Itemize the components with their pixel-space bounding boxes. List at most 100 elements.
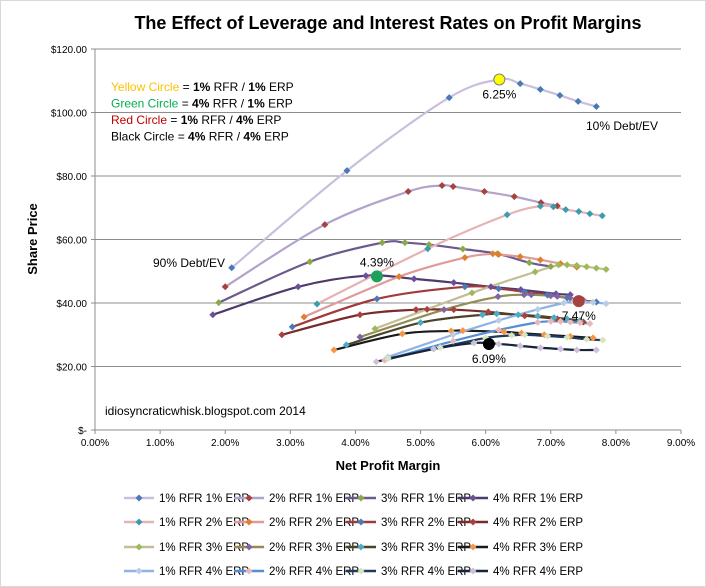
data-point xyxy=(356,333,364,341)
data-point xyxy=(342,341,350,349)
data-point xyxy=(495,326,503,334)
legend-item: 4% RFR 2% ERP xyxy=(458,517,583,529)
data-point xyxy=(373,295,381,303)
data-point xyxy=(508,331,516,339)
key-segment: ERP xyxy=(253,113,281,127)
data-point xyxy=(313,300,321,308)
data-point xyxy=(450,306,458,314)
legend-label: 1% RFR 1% ERP xyxy=(159,493,249,505)
legend-label: 4% RFR 2% ERP xyxy=(493,517,583,529)
data-point xyxy=(495,285,503,293)
data-point xyxy=(534,318,542,326)
data-point xyxy=(362,272,370,280)
data-point xyxy=(521,331,529,339)
data-point xyxy=(549,203,557,211)
annotations: 6.25% 4.39% 7.47% 6.09% 90% Debt/EV 10% Debt/… xyxy=(105,73,658,418)
circle-key-line: Black Circle = 4% RFR / 4% ERP xyxy=(111,130,289,144)
series-line xyxy=(218,240,551,304)
y-tick-label: $60.00 xyxy=(56,236,87,247)
debt-90-label: 90% Debt/EV xyxy=(153,256,225,270)
key-segment: 4% xyxy=(192,97,210,111)
data-point xyxy=(423,305,431,313)
data-point xyxy=(410,275,418,283)
legend-marker xyxy=(135,543,143,551)
y-tick-label: $- xyxy=(78,426,87,437)
legend-marker xyxy=(245,518,253,526)
data-point xyxy=(494,293,502,301)
legend-marker xyxy=(135,494,143,502)
legend-item: 2% RFR 3% ERP xyxy=(234,542,359,554)
data-point xyxy=(520,291,528,299)
data-point xyxy=(417,319,425,327)
key-segment: ERP xyxy=(266,80,294,94)
legend-label: 1% RFR 3% ERP xyxy=(159,542,249,554)
data-point xyxy=(461,254,469,262)
data-point xyxy=(553,292,561,300)
data-point xyxy=(566,318,574,326)
data-point xyxy=(589,298,597,306)
axes: $- $20.00 $40.00 $60.00 $80.00 $100.00 $120.00… xyxy=(51,45,695,449)
data-point xyxy=(215,299,223,307)
highlight-label: 6.09% xyxy=(472,352,506,366)
highlight-label: 6.25% xyxy=(482,87,516,101)
x-tick-label: 2.00% xyxy=(211,438,239,449)
data-point xyxy=(602,265,610,273)
data-point xyxy=(445,94,453,102)
data-point xyxy=(525,259,533,267)
data-point xyxy=(487,283,495,291)
data-point xyxy=(484,308,492,316)
legend-marker xyxy=(135,518,143,526)
data-point xyxy=(589,334,597,342)
data-point xyxy=(449,337,457,345)
legend-marker xyxy=(357,543,365,551)
legend-item: 4% RFR 4% ERP xyxy=(458,566,583,578)
data-point xyxy=(306,258,314,266)
data-point xyxy=(461,283,469,291)
data-point xyxy=(449,182,457,190)
data-point xyxy=(404,188,412,196)
legend-marker xyxy=(357,494,365,502)
legend-item: 1% RFR 4% ERP xyxy=(124,566,249,578)
key-segment: = xyxy=(174,130,188,144)
key-segment: ERP xyxy=(261,130,289,144)
legend-label: 2% RFR 4% ERP xyxy=(269,566,359,578)
data-point xyxy=(544,332,552,340)
data-point xyxy=(599,336,607,344)
legend-marker xyxy=(469,494,477,502)
data-point xyxy=(294,283,302,291)
legend-marker xyxy=(469,518,477,526)
data-point xyxy=(555,261,563,269)
data-point xyxy=(500,328,508,336)
data-point xyxy=(534,312,542,320)
data-point xyxy=(493,310,501,318)
legend-item: 1% RFR 1% ERP xyxy=(124,493,249,505)
data-point xyxy=(592,264,600,272)
data-point xyxy=(592,346,600,354)
data-point xyxy=(586,210,594,218)
data-point xyxy=(563,261,571,269)
data-point xyxy=(516,80,524,88)
legend-label: 4% RFR 1% ERP xyxy=(493,493,583,505)
legend-item: 2% RFR 4% ERP xyxy=(234,566,359,578)
y-tick-label: $80.00 xyxy=(56,172,87,183)
legend-marker xyxy=(357,567,365,575)
data-point xyxy=(536,256,544,264)
key-segment: RFR / xyxy=(198,113,236,127)
y-tick-label: $40.00 xyxy=(56,299,87,310)
legend-label: 2% RFR 2% ERP xyxy=(269,517,359,529)
y-axis-label: Share Price xyxy=(25,203,40,275)
data-point xyxy=(534,305,542,313)
data-point xyxy=(440,306,448,314)
data-point xyxy=(384,355,392,363)
data-point xyxy=(536,85,544,93)
x-tick-label: 6.00% xyxy=(471,438,499,449)
data-point xyxy=(288,323,296,331)
legend-label: 3% RFR 3% ERP xyxy=(381,542,471,554)
data-point xyxy=(583,263,591,271)
highlight-circle xyxy=(493,73,506,86)
data-point xyxy=(480,188,488,196)
key-segment: Green Circle xyxy=(111,97,179,111)
data-point xyxy=(395,273,403,281)
data-point xyxy=(560,299,568,307)
data-point xyxy=(516,253,524,261)
